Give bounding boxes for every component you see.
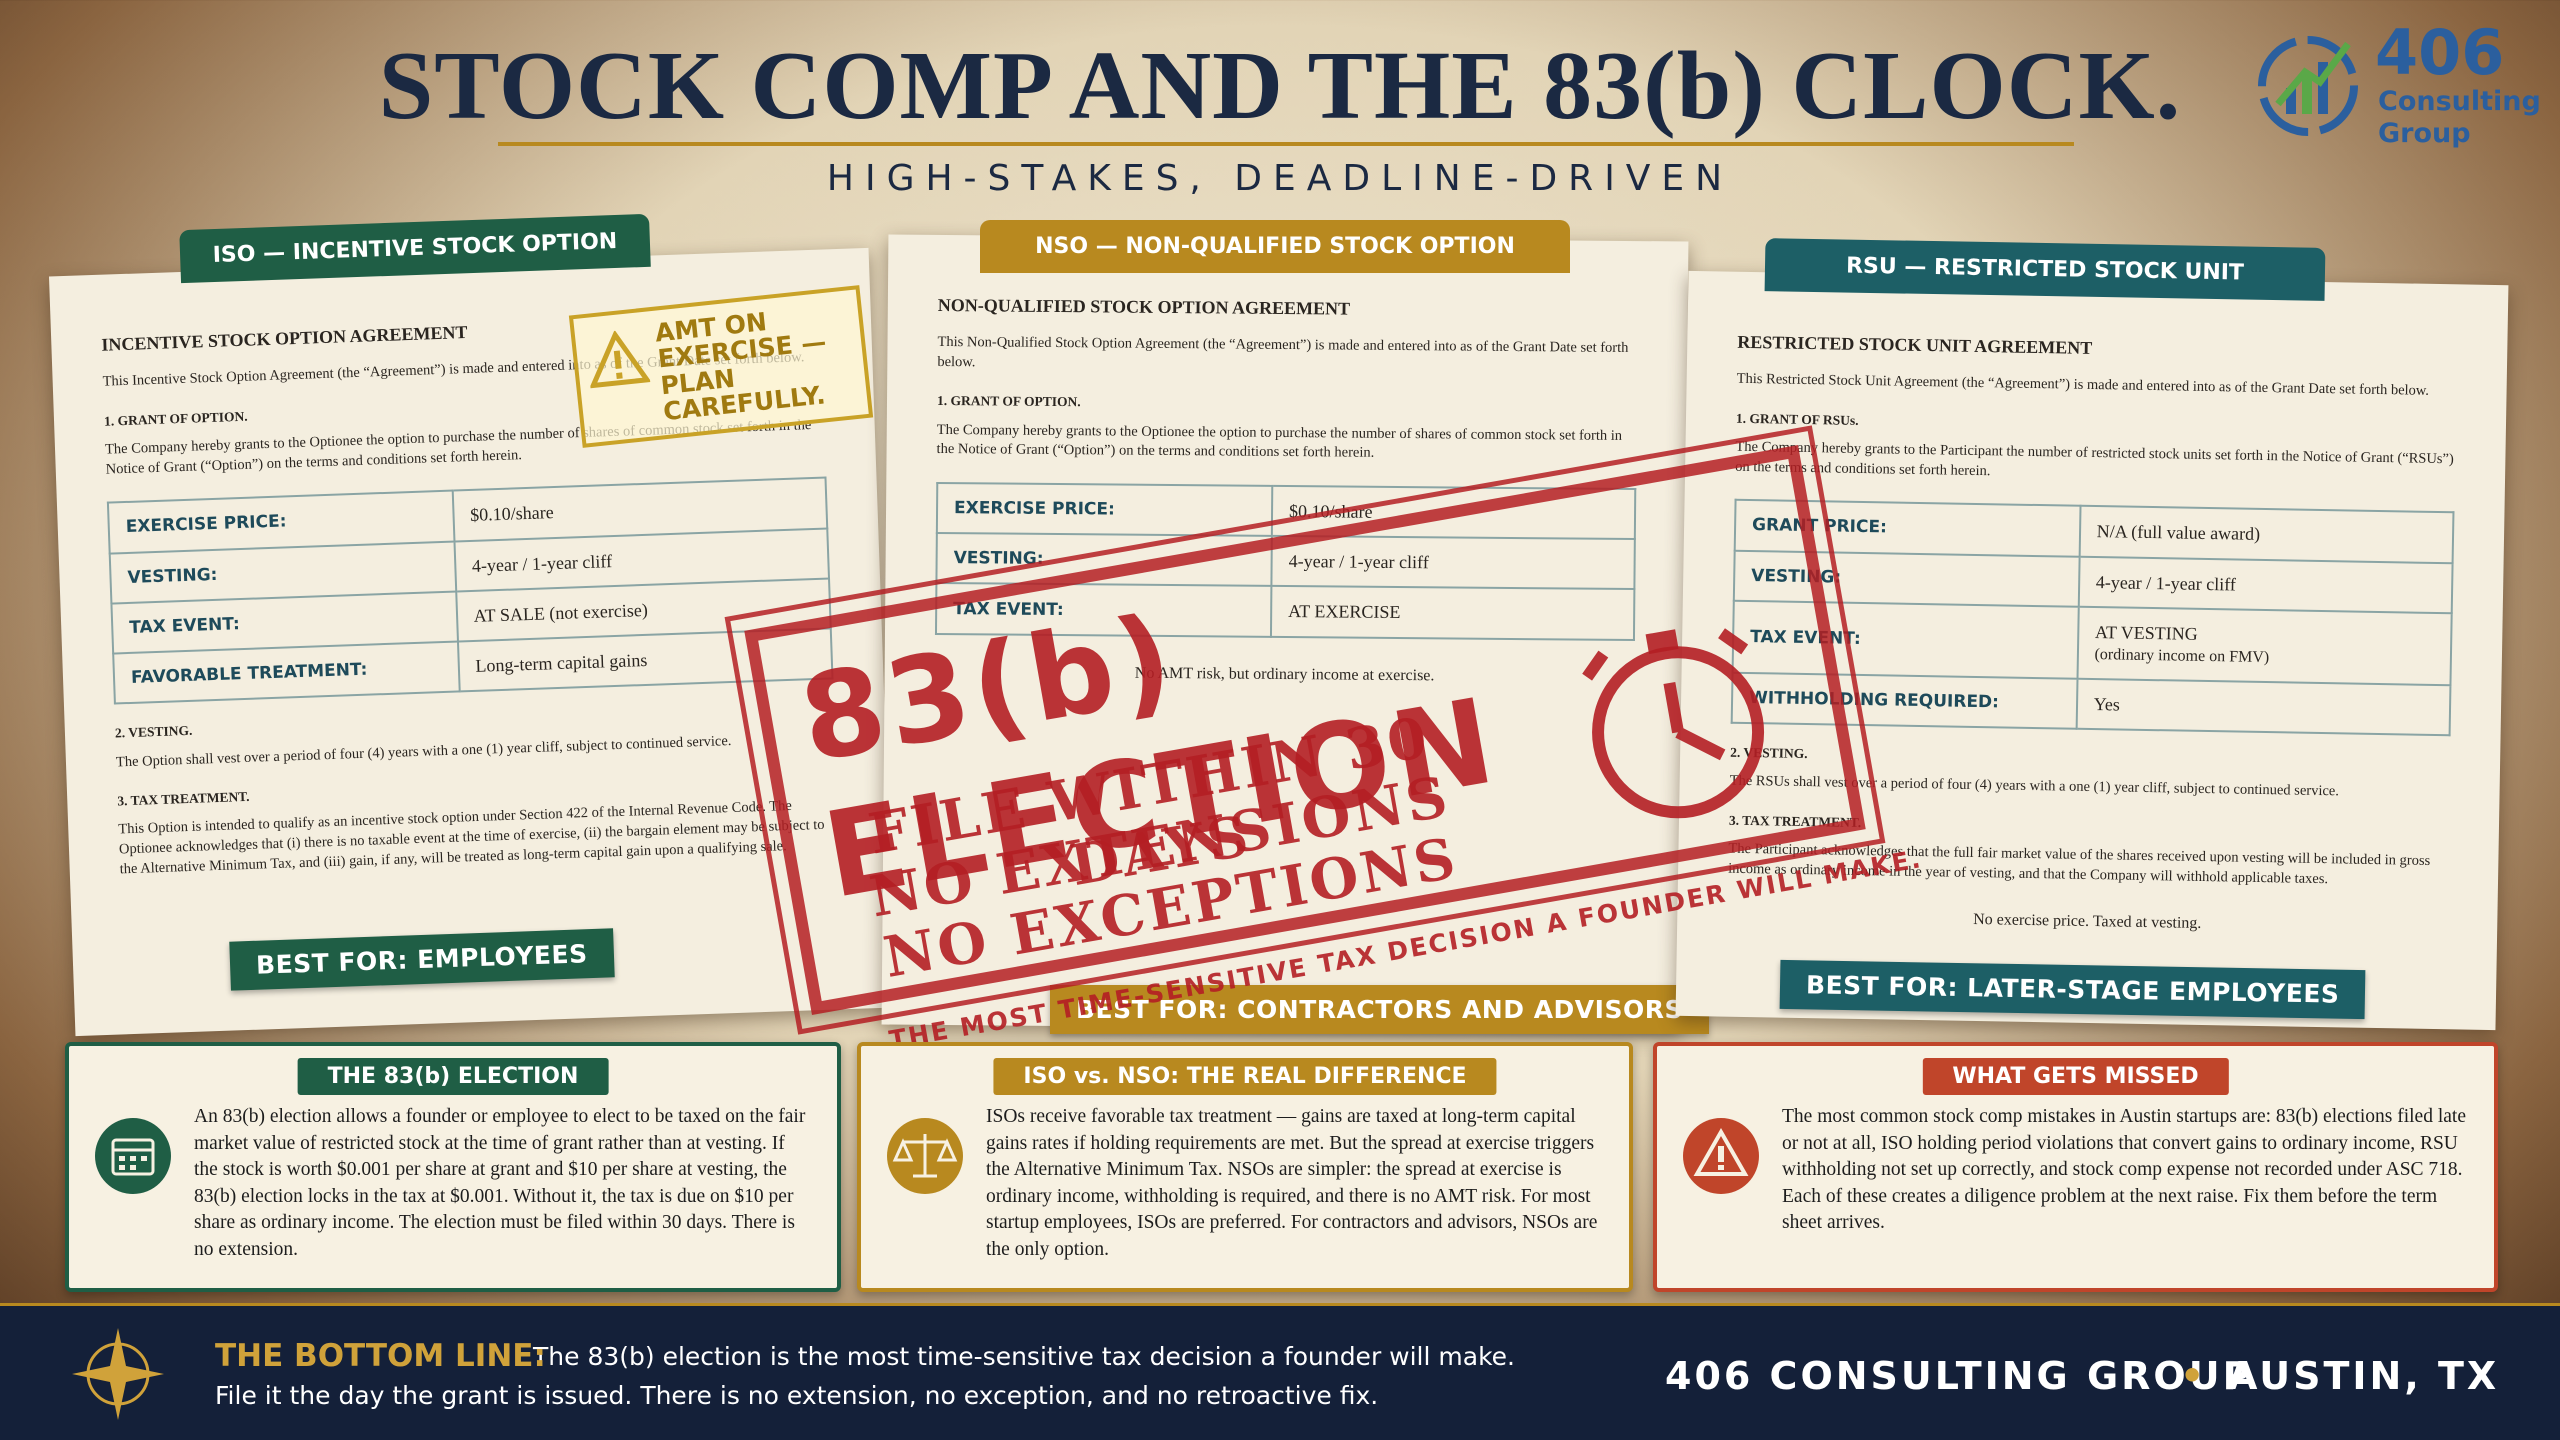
term-value: 4-year / 1-year cliff — [2078, 556, 2453, 614]
panel-body: The most common stock comp mistakes in A… — [1782, 1106, 2466, 1234]
footer-location: AUSTIN, TX — [2228, 1354, 2500, 1398]
best-for-badge: BEST FOR: LATER-STAGE EMPLOYEES — [1779, 959, 2366, 1020]
compass-icon — [72, 1328, 164, 1420]
document-note: No exercise price. Taxed at vesting. — [1972, 911, 2202, 933]
term-value: N/A (full value award) — [2079, 505, 2454, 563]
separator: • — [2180, 1354, 2205, 1398]
panel-icon — [887, 1118, 963, 1194]
document-heading: RESTRICTED STOCK UNIT AGREEMENT — [1737, 331, 2093, 358]
logo: 406 Consulting Group — [2250, 16, 2550, 149]
terms-row: TAX EVENT: AT VESTING (ordinary income on … — [1732, 600, 2452, 685]
footer-company: 406 CONSULTING GROUP — [1665, 1354, 2254, 1398]
panel-icon — [1683, 1118, 1759, 1194]
section-body: The Company hereby grants to the Optione… — [936, 421, 1623, 461]
stamp: 83(b) ELECTION FILE WITHIN 30 DAYS NO EXTE… — [726, 420, 1924, 1055]
term-value-text: $0.10/share — [469, 502, 554, 526]
term-value-text: 4-year / 1-year cliff — [2095, 571, 2237, 594]
terms-table: EXERCISE PRICE: $0.10/share VESTING: 4-year… — [107, 477, 834, 705]
term-value: AT VESTING (ordinary income on FMV) — [2077, 606, 2452, 685]
panel-body: An 83(b) election allows a founder or em… — [194, 1106, 806, 1260]
title-rule — [498, 142, 2074, 146]
panel-icon — [95, 1118, 171, 1194]
callout: AMT ON EXERCISE — PLAN CAREFULLY. — [568, 285, 874, 448]
document-intro: This Non-Qualified Stock Option Agreemen… — [937, 334, 1629, 371]
term-value-text: 4-year / 1-year cliff — [471, 550, 613, 576]
panel-body: ISOs receive favorable tax treatment — g… — [986, 1106, 1598, 1260]
clock-icon — [1582, 628, 1765, 819]
title: STOCK COMP AND THE 83(b) CLOCK. — [378, 32, 2182, 140]
info-panel: ISO vs. NSO: THE REAL DIFFERENCE ISOs rec… — [857, 1042, 1633, 1292]
section-body: The Company hereby grants to the Partici… — [1735, 438, 2454, 479]
logo-name: Group — [2378, 118, 2471, 149]
term-value-text: (ordinary income on FMV) — [2094, 646, 2270, 667]
panel-title: THE 83(b) ELECTION — [297, 1058, 609, 1095]
document-intro: This Restricted Stock Unit Agreement (th… — [1736, 371, 2430, 400]
info-panel: THE 83(b) ELECTION An 83(b) election allo… — [65, 1042, 841, 1292]
logo-name: Consulting — [2378, 86, 2541, 117]
subtitle: HIGH-STAKES, DEADLINE-DRIVEN — [826, 158, 1734, 199]
section-title: 1. GRANT OF OPTION. — [936, 393, 1081, 410]
document-tab: NSO — NON-QUALIFIED STOCK OPTION — [980, 220, 1570, 273]
term-value-text: Yes — [2093, 693, 2121, 715]
panel-title: ISO vs. NSO: THE REAL DIFFERENCE — [993, 1058, 1497, 1095]
warning-icon — [589, 329, 651, 389]
footer: The 83(b) election is the most time-sens… — [0, 1303, 2560, 1440]
term-label: EXERCISE PRICE: — [936, 482, 1273, 536]
document-heading: NON-QUALIFIED STOCK OPTION AGREEMENT — [937, 294, 1351, 319]
term-value: Yes — [2076, 678, 2451, 736]
footer-label: THE BOTTOM LINE: — [215, 1338, 546, 1374]
best-for-badge: BEST FOR: CONTRACTORS AND ADVISORS — [1050, 985, 1709, 1034]
term-label: FAVORABLE TREATMENT: — [113, 641, 460, 704]
info-panel: WHAT GETS MISSED The most common stock co… — [1653, 1042, 2498, 1292]
document-tab: RSU — RESTRICTED STOCK UNIT — [1764, 238, 2326, 301]
logo-number: 406 — [2375, 16, 2505, 89]
section-title: 1. GRANT OF RSUs. — [1735, 410, 1859, 428]
footer-text: The 83(b) election is the most time-sens… — [215, 1342, 1515, 1410]
panel-title: WHAT GETS MISSED — [1922, 1058, 2229, 1095]
term-value-text: N/A (full value award) — [2096, 521, 2261, 545]
section-body: This Option is intended to qualify as an… — [118, 798, 825, 877]
term-value-text: AT SALE (not exercise) — [473, 599, 649, 626]
logo-icon — [2258, 36, 2358, 136]
